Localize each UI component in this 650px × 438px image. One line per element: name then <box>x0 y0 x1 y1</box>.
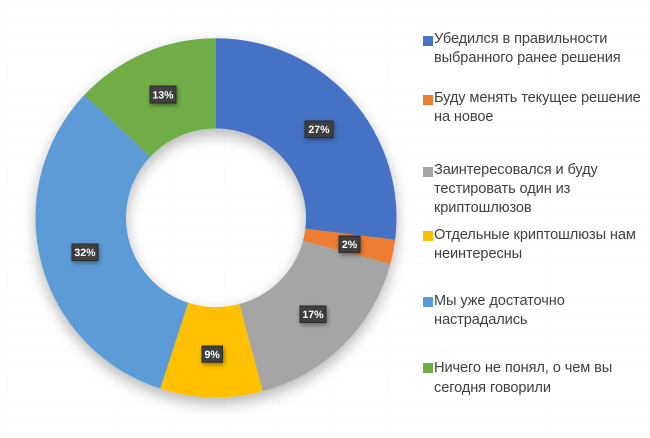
svg-text:13%: 13% <box>152 90 174 102</box>
svg-text:2%: 2% <box>342 239 358 251</box>
svg-text:32%: 32% <box>74 247 96 259</box>
svg-text:17%: 17% <box>302 309 324 321</box>
svg-text:9%: 9% <box>205 349 221 361</box>
svg-text:27%: 27% <box>308 124 330 136</box>
